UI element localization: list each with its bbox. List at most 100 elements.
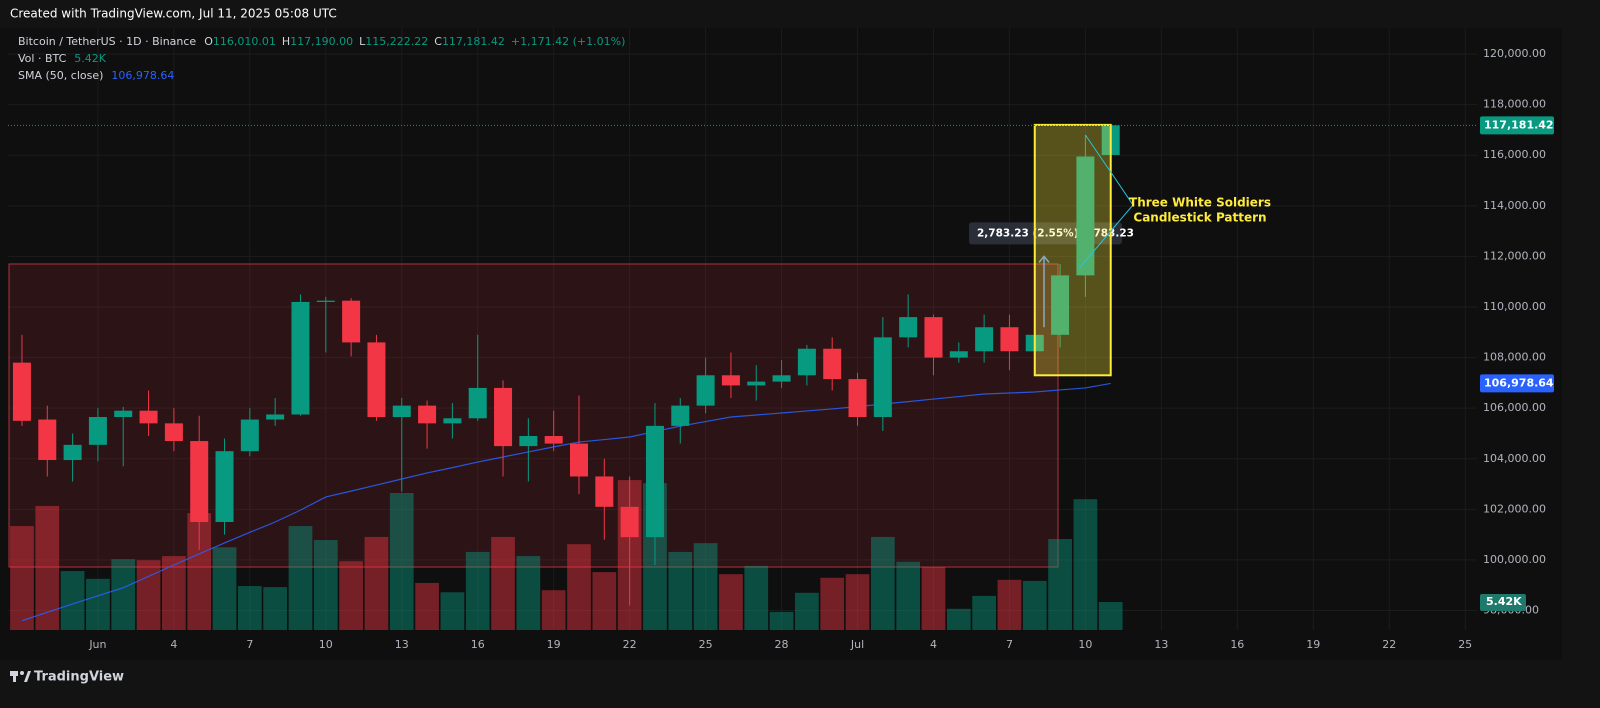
y-tick-label: 120,000.00 [1483, 47, 1546, 60]
x-tick-label: 25 [1458, 638, 1472, 651]
legend-item: 106,978.64 [111, 69, 174, 82]
legend-item: Bitcoin / TetherUS · 1D · Binance [18, 35, 196, 48]
legend-item: O [204, 35, 213, 48]
candle-body [1051, 275, 1070, 335]
x-tick-label: 28 [775, 638, 789, 651]
candle-body [392, 405, 411, 418]
candle-body [899, 317, 918, 338]
x-tick-label: 22 [623, 638, 637, 651]
volume-bar [820, 577, 845, 630]
candle-body [645, 425, 664, 538]
volume-bar [896, 561, 921, 630]
legend-item: 117,190.00 [290, 35, 353, 48]
x-tick-label: 25 [699, 638, 713, 651]
y-tick-label: 110,000.00 [1483, 300, 1546, 313]
candle-body [342, 300, 361, 343]
candle-body [38, 419, 57, 461]
candle-body [544, 435, 563, 444]
x-tick-label: 7 [1006, 638, 1013, 651]
volume-bar [288, 526, 313, 630]
x-tick-label: 4 [170, 638, 177, 651]
volume-bar [845, 574, 870, 630]
volume-bar [592, 572, 617, 630]
y-tick-label: 116,000.00 [1483, 148, 1546, 161]
volume-bar [389, 492, 414, 630]
chart-panel [0, 28, 1562, 660]
candle-body [949, 351, 968, 358]
volume-tag [1480, 593, 1526, 611]
legend-item: C [434, 35, 442, 48]
volume-bar [187, 513, 212, 630]
legend-item: L [359, 35, 366, 48]
x-tick-label: 19 [1306, 638, 1320, 651]
candle-body [873, 337, 892, 418]
price-tag [1480, 374, 1554, 393]
annotation-text: Three White Soldiers [1129, 196, 1271, 210]
volume-bar [997, 579, 1022, 630]
volume-bar [1073, 499, 1098, 630]
candle-body [975, 327, 994, 352]
candle-body [519, 435, 538, 447]
x-tick-label: 16 [471, 638, 485, 651]
x-tick-label: 10 [319, 638, 333, 651]
candle-body [924, 317, 943, 358]
volume-bar [212, 547, 237, 630]
legend-item: 116,010.01 [213, 35, 276, 48]
highlight-box [1033, 123, 1112, 377]
volume-bar [86, 578, 110, 630]
sma-line [21, 382, 1111, 622]
x-tick-label: 4 [930, 638, 937, 651]
volume-bar [60, 571, 85, 630]
volume-bar [415, 582, 439, 630]
candle-body [620, 506, 639, 538]
candle-body [164, 423, 183, 442]
x-tick-label: Jul [850, 638, 864, 651]
volume-bar [668, 551, 693, 630]
volume-bar [541, 590, 566, 630]
layers: 2,783.23 (2.55%) 2,783.23 Jun 4 7 10 13 16 19 22… [8, 28, 1554, 651]
volume-bar [516, 556, 541, 630]
y-tick-label: 104,000.00 [1483, 452, 1546, 465]
volume-bar [111, 559, 136, 630]
volume-bar [946, 608, 971, 630]
y-tick-label: 114,000.00 [1483, 199, 1546, 212]
x-tick-label: Jun [88, 638, 106, 651]
y-tick-label: 112,000.00 [1483, 249, 1546, 262]
legend-item: SMA (50, close) [18, 69, 103, 82]
legend-item: H [282, 35, 290, 48]
candle-body [316, 300, 335, 302]
volume-bar [693, 543, 718, 630]
candle-body [747, 381, 766, 386]
candle-body [848, 379, 867, 418]
measure-label: 2,783.23 (2.55%) 2,783.23 [977, 227, 1134, 239]
price-tag-label: 117,181.42 [1484, 118, 1554, 131]
candle-body [1076, 156, 1095, 276]
candle-body [443, 418, 462, 424]
x-tick-label: 7 [246, 638, 253, 651]
candle-body [468, 387, 487, 419]
price-tag [1480, 116, 1554, 135]
volume-bar [769, 611, 794, 630]
candle-body [215, 451, 234, 522]
volume-bar [162, 556, 186, 630]
candle-body [797, 348, 816, 376]
candle-body [1000, 327, 1019, 352]
x-tick-label: 22 [1382, 638, 1396, 651]
brand: TradingView [34, 670, 124, 685]
volume-bar [136, 560, 161, 630]
legend-item: +1,171.42 (+1.01%) [511, 35, 625, 48]
candle-body [63, 444, 82, 461]
annotation-text: Candlestick Pattern [1133, 211, 1266, 225]
candle-body [595, 476, 614, 507]
y-tick-label: 100,000.00 [1483, 553, 1546, 566]
volume-bar [870, 536, 895, 630]
plot-area: 2,783.23 (2.55%) 2,783.23 [8, 28, 1477, 630]
y-tick-label: 106,000.00 [1483, 401, 1546, 414]
volume-bar [1048, 539, 1072, 630]
candle-body [240, 419, 259, 452]
legend-item: 115,222.22 [365, 35, 428, 48]
volume-bar [719, 574, 743, 630]
candle-body [494, 387, 513, 447]
measure-arrow [1038, 255, 1050, 263]
candle-body [114, 410, 133, 418]
